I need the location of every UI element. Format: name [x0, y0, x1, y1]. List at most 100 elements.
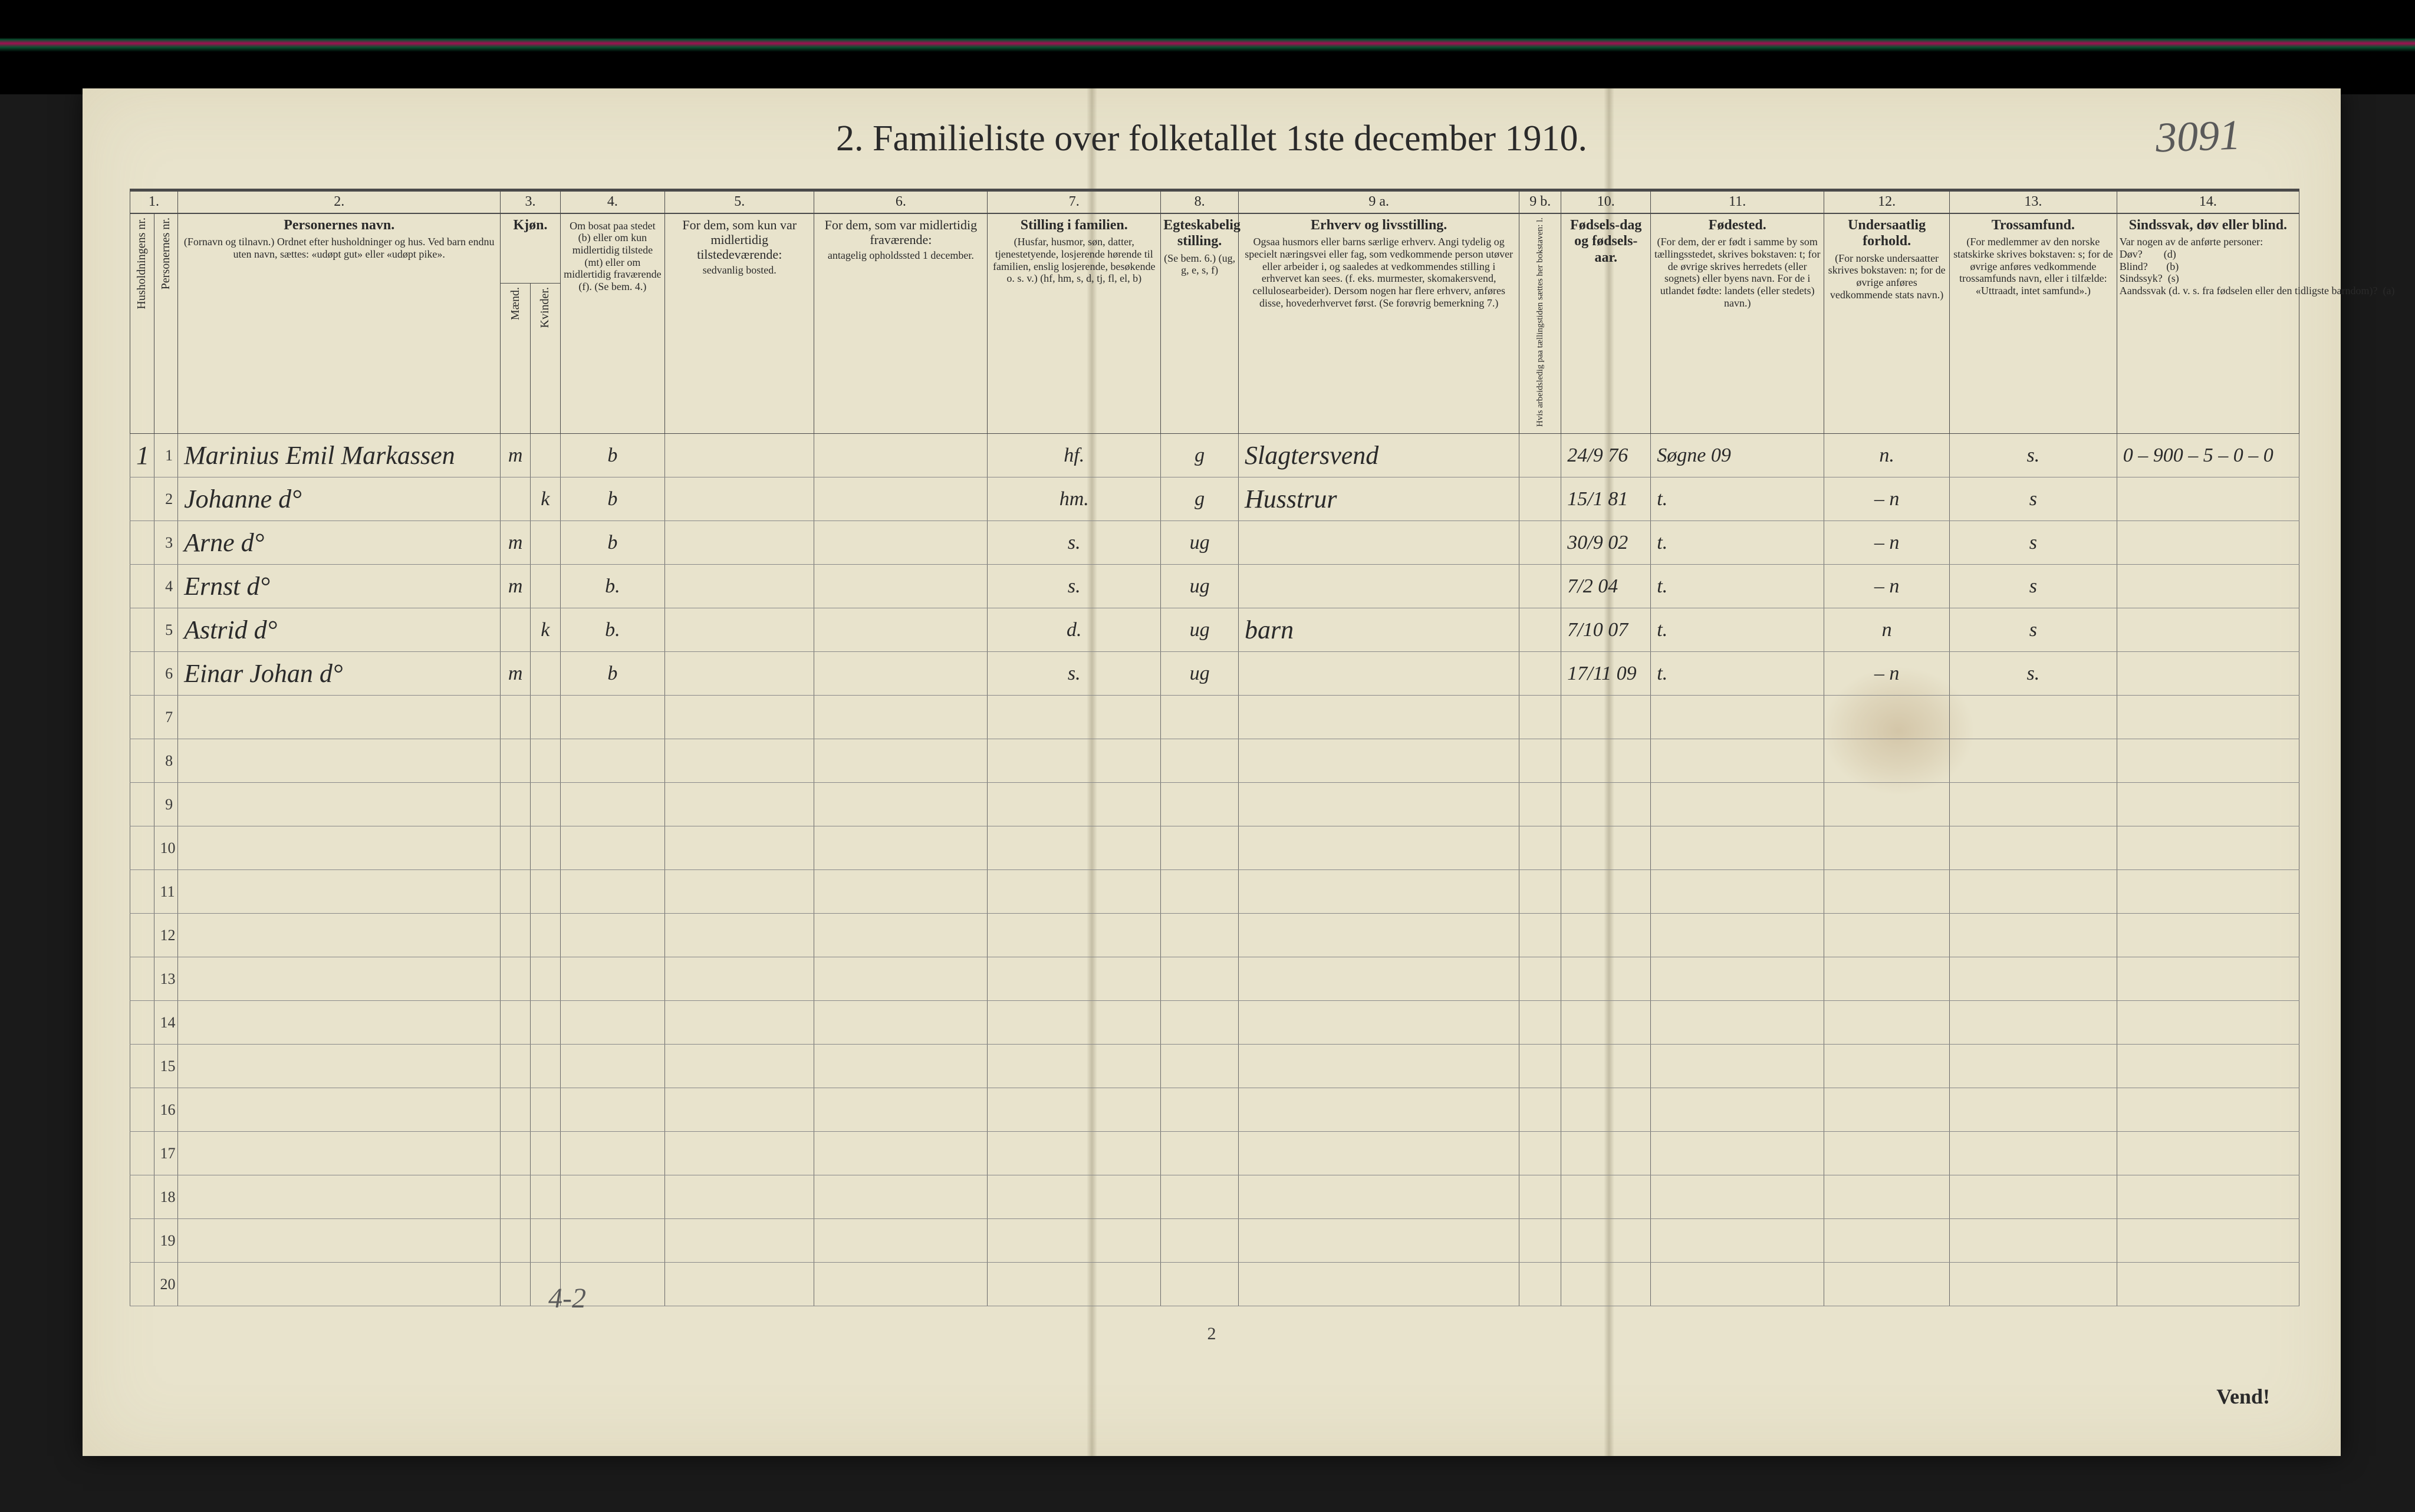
colnum-4: 4.	[560, 192, 664, 213]
cell-birth: 30/9 02	[1561, 521, 1651, 565]
cell-c9b	[1519, 521, 1561, 565]
cell-famrel	[988, 739, 1161, 783]
cell-place	[1651, 696, 1824, 739]
cell-place	[1651, 1219, 1824, 1263]
cell-sex_k	[531, 434, 561, 477]
cell-birth	[1561, 739, 1651, 783]
cell-res: b	[560, 521, 664, 565]
cell-mar	[1161, 1088, 1239, 1132]
col7-header: Stilling i familien. (Husfar, husmor, sø…	[988, 213, 1161, 434]
cell-occ	[1238, 652, 1519, 696]
col14-title: Sindssvak, døv eller blind.	[2129, 218, 2287, 233]
cell-mar	[1161, 1263, 1239, 1306]
cell-birth	[1561, 1088, 1651, 1132]
cell-birth: 17/11 09	[1561, 652, 1651, 696]
col5-header: For dem, som kun var midlertidig tilsted…	[665, 213, 814, 434]
table-row: 14	[130, 1001, 2299, 1045]
cell-hh	[130, 739, 154, 783]
table-row: 19	[130, 1219, 2299, 1263]
cell-nat	[1824, 826, 1950, 870]
cell-mar	[1161, 826, 1239, 870]
header-colnum-row: 1. 2. 3. 4. 5. 6. 7. 8. 9 a. 9 b. 10. 11…	[130, 192, 2299, 213]
cell-c9b	[1519, 477, 1561, 521]
col6-sub: antagelig opholdssted 1 december.	[817, 249, 985, 262]
col10-header: Fødsels-dag og fødsels-aar.	[1561, 213, 1651, 434]
cell-rel	[1950, 1132, 2117, 1175]
cell-mar	[1161, 1001, 1239, 1045]
cell-res	[560, 826, 664, 870]
cell-c14	[2117, 870, 2299, 914]
cell-famrel: hm.	[988, 477, 1161, 521]
cell-rel	[1950, 1263, 2117, 1306]
cell-c14	[2117, 521, 2299, 565]
cell-hh	[130, 565, 154, 608]
cell-place	[1651, 783, 1824, 826]
cell-birth	[1561, 696, 1651, 739]
cell-res	[560, 1175, 664, 1219]
cell-rel	[1950, 914, 2117, 957]
colnum-13: 13.	[1950, 192, 2117, 213]
col9b-header: Hvis arbeidsledig paa tællingstiden sætt…	[1519, 213, 1561, 434]
cell-name	[178, 957, 501, 1001]
cell-sex_k	[531, 652, 561, 696]
cell-occ	[1238, 1263, 1519, 1306]
cell-hh	[130, 826, 154, 870]
cell-c5	[665, 783, 814, 826]
cell-sex_m: m	[501, 521, 531, 565]
col14-sub: Var nogen av de anførte personer: Døv? (…	[2120, 236, 2296, 297]
cell-birth	[1561, 1001, 1651, 1045]
col10-title: Fødsels-dag og fødsels-aar.	[1570, 218, 1641, 265]
cell-hh	[130, 914, 154, 957]
cell-occ	[1238, 565, 1519, 608]
cell-n: 8	[154, 739, 178, 783]
cell-rel: s	[1950, 608, 2117, 652]
cell-sex_k	[531, 1175, 561, 1219]
cell-rel: s.	[1950, 434, 2117, 477]
cell-sex_m	[501, 1132, 531, 1175]
cell-c14	[2117, 1132, 2299, 1175]
cell-sex_m	[501, 1001, 531, 1045]
cell-place: t.	[1651, 608, 1824, 652]
cell-hh	[130, 1045, 154, 1088]
ledger-header-table: 1. 2. 3. 4. 5. 6. 7. 8. 9 a. 9 b. 10. 11…	[130, 191, 2299, 434]
cell-place: t.	[1651, 565, 1824, 608]
table-row: 11	[130, 870, 2299, 914]
cell-famrel	[988, 1088, 1161, 1132]
cell-rel	[1950, 1045, 2117, 1088]
col2-header: Personernes navn. (Fornavn og tilnavn.) …	[178, 213, 501, 434]
cell-place	[1651, 1045, 1824, 1088]
cell-place	[1651, 1263, 1824, 1306]
cell-c9b	[1519, 739, 1561, 783]
cell-c14	[2117, 1219, 2299, 1263]
col13-title: Trossamfund.	[1992, 218, 2075, 233]
cell-c5	[665, 521, 814, 565]
cell-occ: Slagtersvend	[1238, 434, 1519, 477]
cell-n: 3	[154, 521, 178, 565]
cell-sex_k	[531, 957, 561, 1001]
cell-sex_k	[531, 521, 561, 565]
col9a-sub: Ogsaa husmors eller barns særlige erhver…	[1241, 236, 1516, 309]
cell-c6	[814, 565, 988, 608]
cell-c5	[665, 1219, 814, 1263]
ledger-body-table: 11Marinius Emil Markassenmbhf.gSlagtersv…	[130, 434, 2299, 1307]
cell-nat	[1824, 783, 1950, 826]
cell-sex_m	[501, 696, 531, 739]
cell-c9b	[1519, 783, 1561, 826]
cell-mar	[1161, 870, 1239, 914]
cell-sex_m	[501, 957, 531, 1001]
table-row: 12	[130, 914, 2299, 957]
colnum-7: 7.	[988, 192, 1161, 213]
cell-occ: barn	[1238, 608, 1519, 652]
vend-label: Vend!	[2216, 1384, 2270, 1409]
cell-c5	[665, 1175, 814, 1219]
cell-sex_m	[501, 739, 531, 783]
cell-birth	[1561, 1219, 1651, 1263]
cell-birth: 15/1 81	[1561, 477, 1651, 521]
cell-rel: s	[1950, 477, 2117, 521]
col1b-header: Personernes nr.	[154, 213, 178, 434]
cell-birth	[1561, 1132, 1651, 1175]
cell-nat	[1824, 1175, 1950, 1219]
cell-name	[178, 1045, 501, 1088]
cell-place	[1651, 914, 1824, 957]
cell-c14	[2117, 1175, 2299, 1219]
